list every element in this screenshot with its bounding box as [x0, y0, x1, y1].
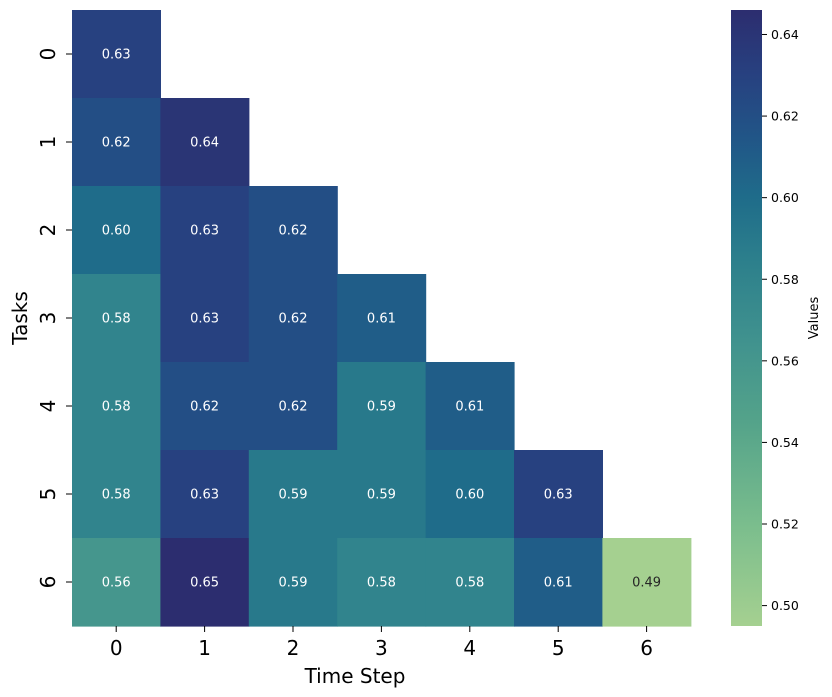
heatmap-cell-r4-c2 — [248, 362, 338, 451]
cell-value-label: 0.60 — [102, 224, 131, 239]
x-axis-ticks: 0 1 2 3 4 5 6 — [110, 626, 653, 660]
colorbar-tick-label: 0.52 — [771, 517, 799, 532]
heatmap-cell-r6-c6 — [602, 538, 692, 627]
cell-value-label: 0.62 — [279, 312, 308, 327]
y-axis-ticks: 0 1 2 3 4 5 6 — [36, 48, 72, 589]
x-tick-label: 0 — [110, 636, 123, 660]
colorbar-tick-label: 0.50 — [771, 598, 799, 613]
x-tick-label: 4 — [463, 636, 476, 660]
cell-value-label: 0.49 — [632, 576, 661, 591]
x-tick-label: 1 — [198, 636, 211, 660]
cell-value-label: 0.61 — [455, 400, 484, 415]
colorbar-label: Values — [807, 297, 822, 340]
heatmap-cell-r6-c0 — [72, 538, 161, 627]
y-tick-label: 6 — [36, 576, 60, 589]
colorbar-tick-label: 0.56 — [771, 353, 799, 368]
heatmap-cell-labels: 0.63 0.62 0.64 0.60 0.63 0.62 0.58 0.63 0.62 0.61… — [102, 48, 661, 591]
cell-value-label: 0.62 — [190, 400, 219, 415]
heatmap-cell-r2-c1 — [160, 186, 250, 275]
cell-value-label: 0.65 — [190, 576, 219, 591]
heatmap-cell-r2-c0 — [72, 186, 161, 275]
cell-value-label: 0.59 — [367, 488, 396, 503]
cell-value-label: 0.58 — [102, 312, 131, 327]
heatmap-cell-r0-c0 — [72, 10, 161, 99]
cell-value-label: 0.58 — [455, 576, 484, 591]
heatmap-cell-r4-c1 — [160, 362, 250, 451]
x-tick-label: 6 — [640, 636, 653, 660]
heatmap-cell-r4-c0 — [72, 362, 161, 451]
colorbar: 0.50 0.52 0.54 0.56 0.58 0.60 0.62 0.64 Values — [731, 10, 822, 626]
y-tick-label: 1 — [36, 136, 60, 149]
y-tick-label: 3 — [36, 312, 60, 325]
cell-value-label: 0.59 — [367, 400, 396, 415]
cell-value-label: 0.63 — [102, 48, 131, 63]
cell-value-label: 0.60 — [455, 488, 484, 503]
x-tick-label: 3 — [375, 636, 388, 660]
cell-value-label: 0.64 — [190, 136, 219, 151]
colorbar-tick-label: 0.64 — [771, 27, 799, 42]
cell-value-label: 0.61 — [544, 576, 573, 591]
y-tick-label: 5 — [36, 488, 60, 501]
heatmap-cell-r1-c0 — [72, 98, 161, 187]
heatmap-cell-r5-c3 — [337, 450, 427, 539]
heatmap-cell-r5-c0 — [72, 450, 161, 539]
heatmap-cell-r3-c2 — [248, 274, 338, 363]
y-tick-label: 0 — [36, 48, 60, 61]
heatmap-cell-r1-c1 — [160, 98, 250, 187]
cell-value-label: 0.59 — [279, 488, 308, 503]
heatmap-cell-r6-c1 — [160, 538, 250, 627]
heatmap-cell-r5-c5 — [514, 450, 603, 539]
x-axis-label: Time Step — [304, 664, 406, 688]
heatmap-cell-r5-c2 — [248, 450, 338, 539]
cell-value-label: 0.59 — [279, 576, 308, 591]
cell-value-label: 0.58 — [367, 576, 396, 591]
cell-value-label: 0.63 — [190, 224, 219, 239]
x-tick-label: 5 — [552, 636, 565, 660]
colorbar-gradient — [731, 10, 762, 626]
heatmap-cell-r4-c4 — [425, 362, 515, 451]
heatmap-cell-r5-c4 — [425, 450, 515, 539]
heatmap-cell-r6-c5 — [514, 538, 603, 627]
heatmap-cell-r6-c3 — [337, 538, 427, 627]
heatmap-cell-r5-c1 — [160, 450, 250, 539]
colorbar-ticks: 0.50 0.52 0.54 0.56 0.58 0.60 0.62 0.64 — [762, 27, 799, 613]
colorbar-tick-label: 0.62 — [771, 109, 799, 124]
heatmap-cell-r3-c3 — [337, 274, 427, 363]
colorbar-tick-label: 0.60 — [771, 190, 799, 205]
heatmap-cell-r6-c4 — [425, 538, 515, 627]
colorbar-tick-label: 0.58 — [771, 272, 799, 287]
y-axis-label: Tasks — [8, 291, 32, 346]
cell-value-label: 0.62 — [102, 136, 131, 151]
cell-value-label: 0.63 — [190, 312, 219, 327]
y-tick-label: 4 — [36, 400, 60, 413]
colorbar-tick-label: 0.54 — [771, 435, 799, 450]
heatmap-cell-r3-c1 — [160, 274, 250, 363]
heatmap-cells — [72, 10, 692, 627]
cell-value-label: 0.61 — [367, 312, 396, 327]
cell-value-label: 0.58 — [102, 488, 131, 503]
heatmap-cell-r2-c2 — [248, 186, 338, 275]
cell-value-label: 0.62 — [279, 224, 308, 239]
cell-value-label: 0.56 — [102, 576, 131, 591]
cell-value-label: 0.58 — [102, 400, 131, 415]
heatmap-cell-r4-c3 — [337, 362, 427, 451]
cell-value-label: 0.63 — [190, 488, 219, 503]
heatmap-cell-r6-c2 — [248, 538, 338, 627]
y-tick-label: 2 — [36, 224, 60, 237]
heatmap-cell-r3-c0 — [72, 274, 161, 363]
cell-value-label: 0.62 — [279, 400, 308, 415]
x-tick-label: 2 — [287, 636, 300, 660]
cell-value-label: 0.63 — [544, 488, 573, 503]
